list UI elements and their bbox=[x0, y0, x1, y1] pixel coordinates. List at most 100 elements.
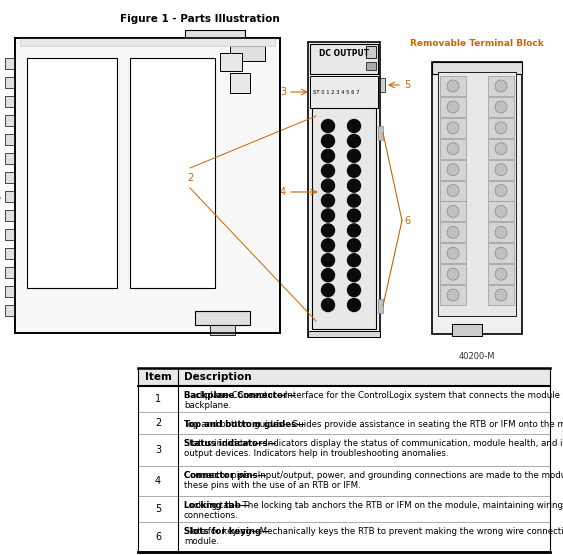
Bar bbox=[5, 210, 15, 221]
Bar bbox=[432, 62, 522, 74]
Bar bbox=[5, 267, 15, 278]
Text: Connector pins—: Connector pins— bbox=[184, 471, 266, 480]
Bar bbox=[488, 243, 514, 263]
Circle shape bbox=[321, 284, 334, 296]
Circle shape bbox=[447, 289, 459, 301]
Text: 3: 3 bbox=[280, 87, 286, 97]
Circle shape bbox=[447, 143, 459, 155]
Bar bbox=[378, 126, 383, 140]
Circle shape bbox=[447, 185, 459, 196]
Bar bbox=[488, 118, 514, 138]
Bar bbox=[5, 191, 15, 202]
Text: Status indicators—Indicators display the status of communication, module health,: Status indicators—Indicators display the… bbox=[184, 439, 563, 448]
Bar bbox=[5, 305, 15, 316]
Circle shape bbox=[495, 101, 507, 113]
Text: these pins with the use of an RTB or IFM.: these pins with the use of an RTB or IFM… bbox=[184, 481, 361, 490]
Circle shape bbox=[321, 179, 334, 192]
Bar bbox=[488, 160, 514, 180]
Text: Connector pins—Input/output, power, and grounding connections are made to the mo: Connector pins—Input/output, power, and … bbox=[184, 471, 563, 480]
Bar bbox=[440, 76, 466, 96]
Circle shape bbox=[321, 194, 334, 207]
Bar bbox=[5, 172, 15, 183]
Text: module.: module. bbox=[184, 537, 219, 546]
Circle shape bbox=[321, 269, 334, 282]
Bar bbox=[452, 324, 482, 336]
Text: Backplane Connector—Interface for the ControlLogix system that connects the modu: Backplane Connector—Interface for the Co… bbox=[184, 391, 563, 400]
Circle shape bbox=[347, 134, 360, 148]
Circle shape bbox=[447, 248, 459, 259]
Circle shape bbox=[495, 248, 507, 259]
Bar bbox=[488, 285, 514, 305]
Bar bbox=[130, 58, 215, 288]
Bar bbox=[195, 311, 250, 325]
Circle shape bbox=[495, 226, 507, 238]
Circle shape bbox=[347, 179, 360, 192]
Circle shape bbox=[347, 269, 360, 282]
Bar bbox=[220, 53, 242, 71]
Circle shape bbox=[495, 143, 507, 155]
Bar bbox=[5, 229, 15, 240]
Text: Description: Description bbox=[184, 372, 252, 382]
Circle shape bbox=[321, 119, 334, 133]
Bar bbox=[185, 30, 245, 42]
Bar bbox=[5, 115, 15, 126]
Bar bbox=[15, 38, 280, 333]
Text: backplane.: backplane. bbox=[184, 401, 231, 410]
Text: 5: 5 bbox=[404, 80, 410, 90]
Bar bbox=[230, 46, 265, 61]
Circle shape bbox=[447, 268, 459, 280]
Circle shape bbox=[321, 239, 334, 252]
Bar bbox=[20, 38, 275, 46]
Text: Locking tab—: Locking tab— bbox=[184, 501, 249, 510]
Bar bbox=[440, 97, 466, 117]
Circle shape bbox=[495, 164, 507, 175]
Circle shape bbox=[447, 164, 459, 175]
Bar bbox=[488, 264, 514, 284]
Circle shape bbox=[347, 164, 360, 177]
Circle shape bbox=[347, 209, 360, 222]
Text: Status indicators—: Status indicators— bbox=[184, 439, 276, 448]
Bar bbox=[310, 44, 378, 74]
Circle shape bbox=[447, 80, 459, 92]
Bar bbox=[432, 62, 522, 334]
Bar bbox=[27, 58, 117, 288]
Bar bbox=[488, 201, 514, 221]
Bar bbox=[138, 368, 550, 552]
Circle shape bbox=[447, 226, 459, 238]
Text: 4: 4 bbox=[155, 476, 161, 486]
Bar bbox=[488, 76, 514, 96]
Bar bbox=[440, 285, 466, 305]
Bar bbox=[438, 72, 516, 316]
Circle shape bbox=[321, 224, 334, 237]
Bar bbox=[366, 62, 376, 70]
Circle shape bbox=[347, 284, 360, 296]
Text: Figure 1 - Parts Illustration: Figure 1 - Parts Illustration bbox=[120, 14, 280, 24]
Bar bbox=[440, 243, 466, 263]
Text: 40200-M: 40200-M bbox=[459, 352, 495, 361]
Bar bbox=[308, 331, 380, 337]
Circle shape bbox=[495, 268, 507, 280]
Bar bbox=[440, 139, 466, 159]
Circle shape bbox=[321, 149, 334, 162]
Bar bbox=[440, 160, 466, 180]
Bar bbox=[440, 201, 466, 221]
Bar bbox=[230, 73, 250, 93]
Text: Item: Item bbox=[145, 372, 172, 382]
Circle shape bbox=[321, 164, 334, 177]
Bar bbox=[138, 368, 550, 386]
Circle shape bbox=[347, 239, 360, 252]
Bar bbox=[5, 286, 15, 297]
Text: 2: 2 bbox=[187, 173, 193, 183]
Text: 4: 4 bbox=[280, 187, 286, 197]
Text: 6: 6 bbox=[155, 532, 161, 542]
Circle shape bbox=[495, 205, 507, 218]
Bar bbox=[310, 76, 378, 108]
Circle shape bbox=[347, 299, 360, 311]
Text: Slots for keying—: Slots for keying— bbox=[184, 527, 270, 536]
Bar bbox=[378, 299, 383, 313]
Circle shape bbox=[347, 149, 360, 162]
Bar bbox=[308, 42, 380, 337]
Bar bbox=[440, 223, 466, 243]
Circle shape bbox=[495, 185, 507, 196]
Bar bbox=[5, 77, 15, 88]
